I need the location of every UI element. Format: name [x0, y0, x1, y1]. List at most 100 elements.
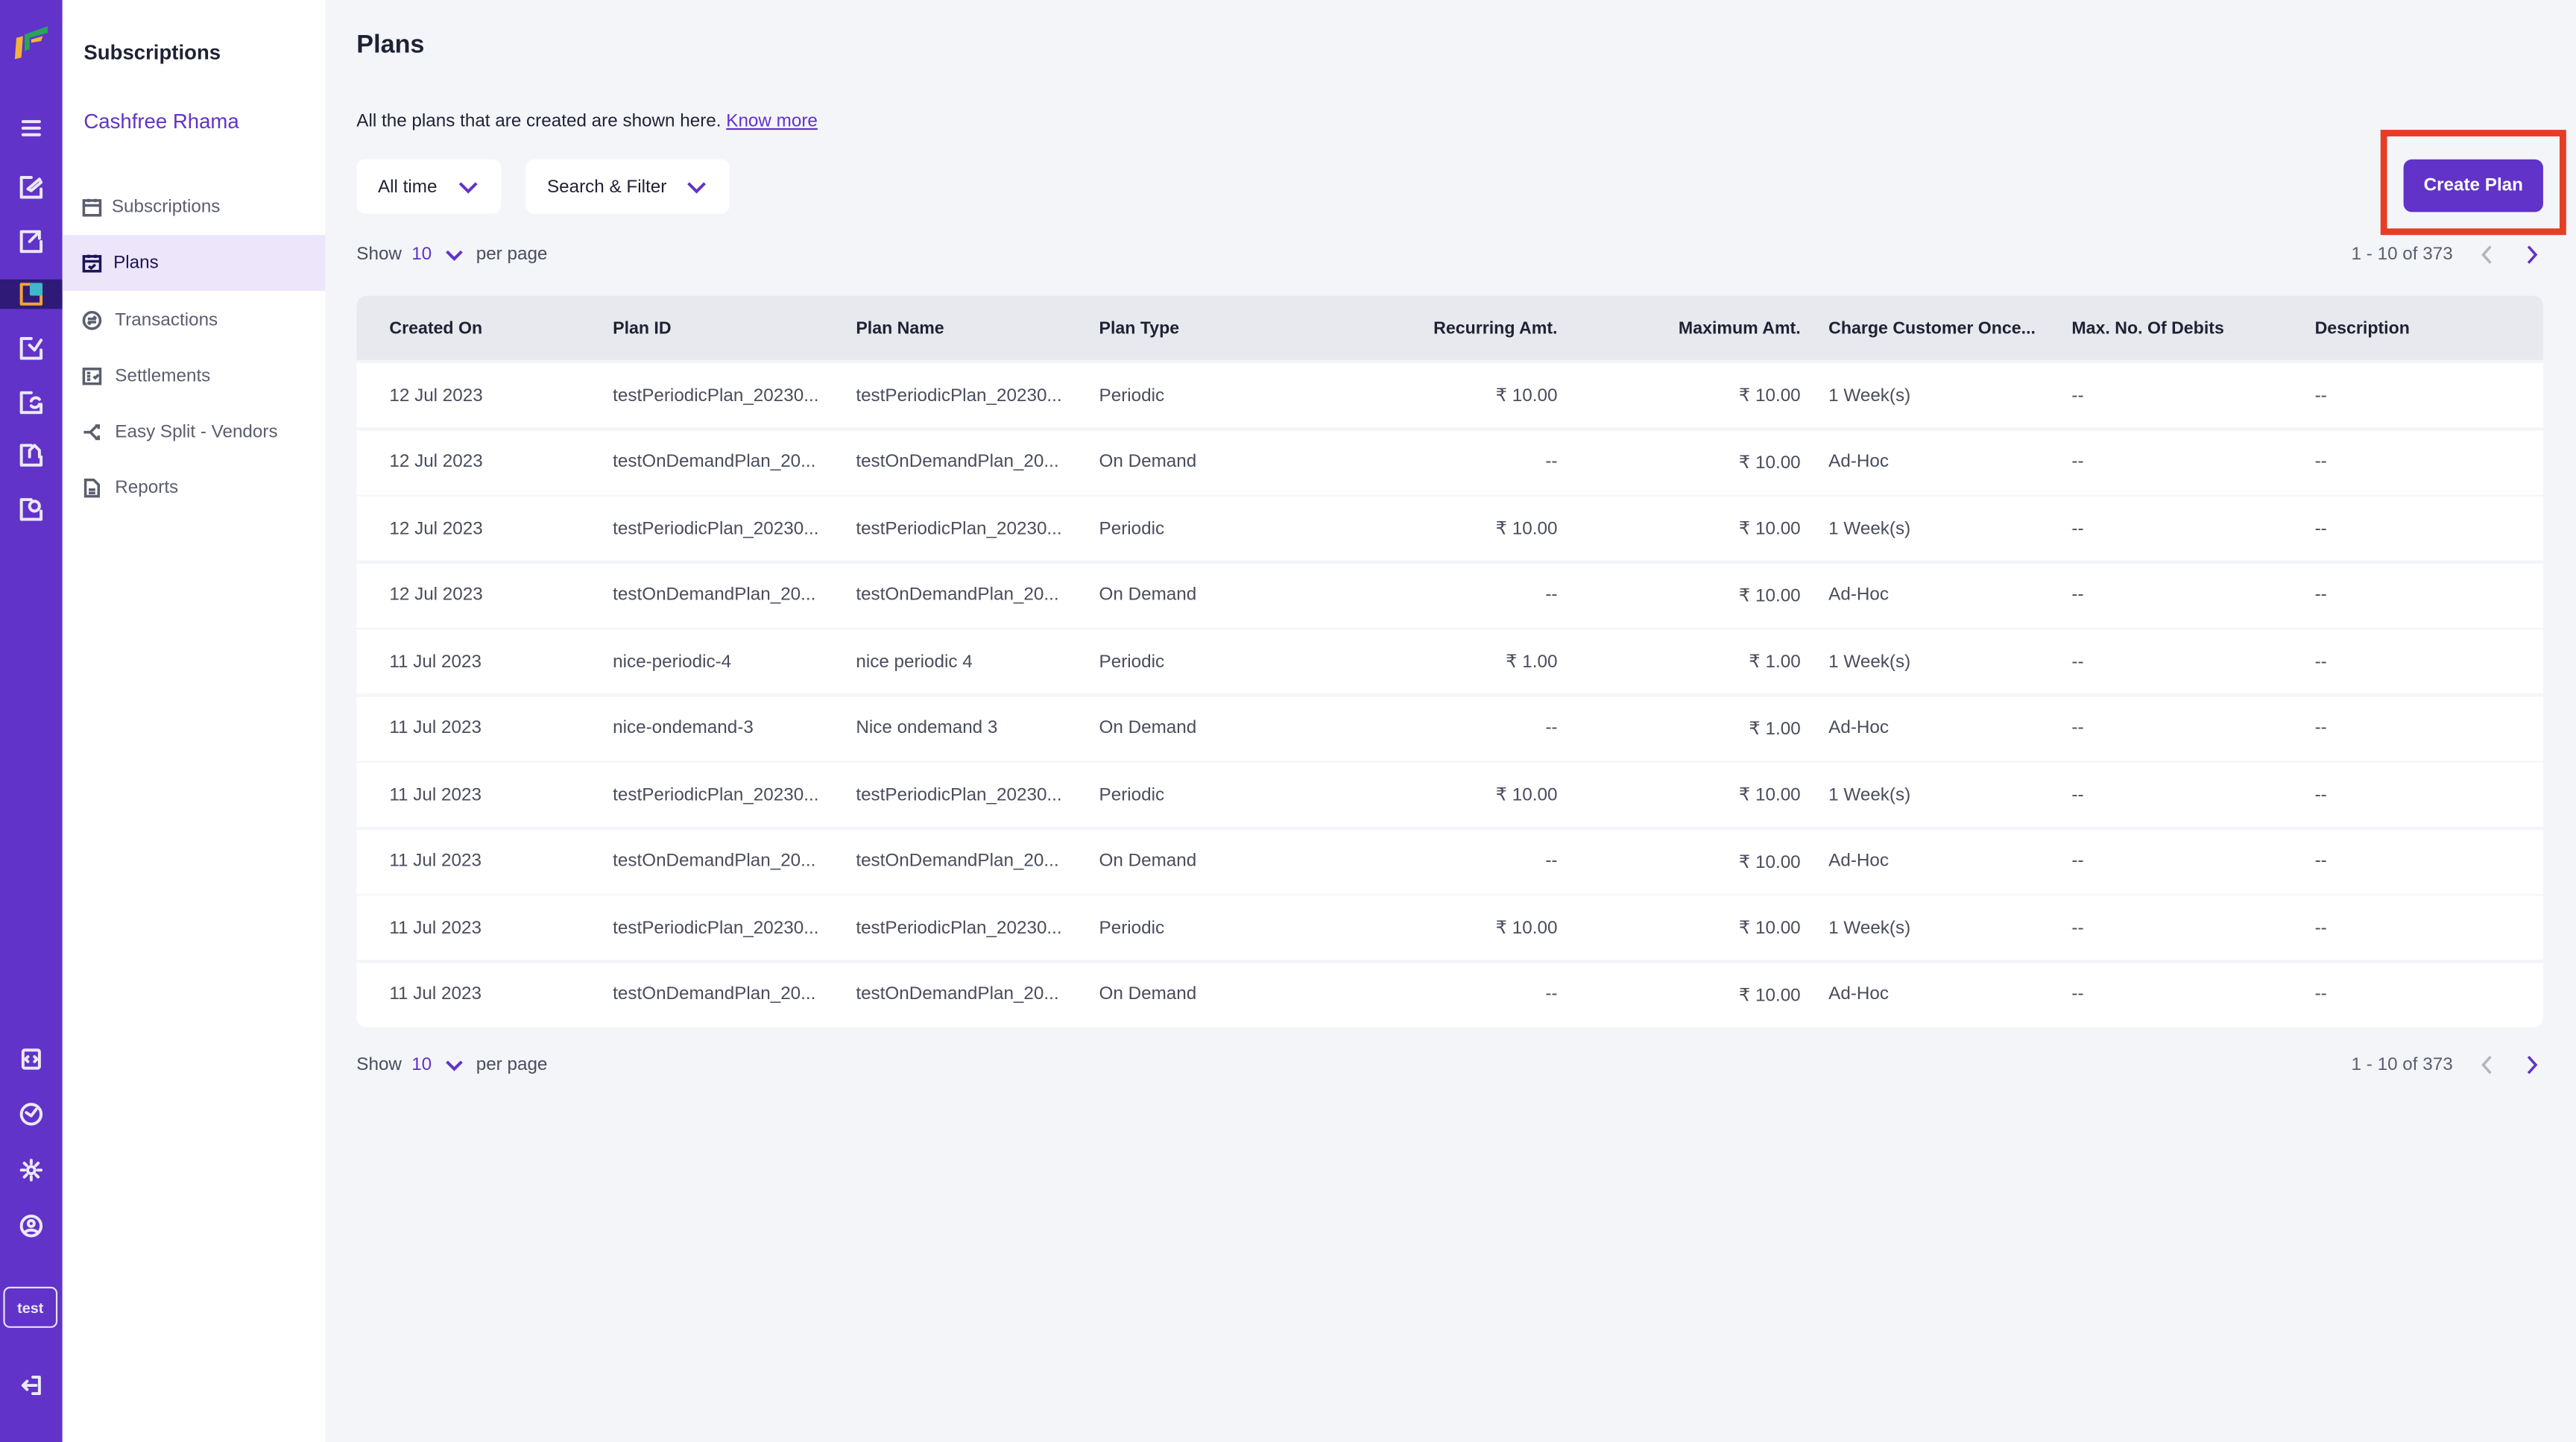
per-page-value[interactable]: 10	[411, 1055, 432, 1075]
sidebar-item-subscriptions[interactable]: Subscriptions	[63, 179, 326, 235]
cell-plan-type: On Demand	[1099, 585, 1197, 605]
search-filter-dropdown[interactable]: Search & Filter	[525, 159, 730, 214]
sidebar-item-label: Transactions	[115, 310, 218, 331]
payouts-icon[interactable]	[15, 225, 48, 258]
table-row[interactable]: 12 Jul 2023 testOnDemandPlan_20... testOnD…	[356, 562, 2543, 627]
next-page-button[interactable]	[2525, 245, 2542, 268]
search-filter-label: Search & Filter	[546, 176, 667, 197]
cell-recurring-amount: ₹ 10.00	[1495, 519, 1558, 539]
table-row[interactable]: 12 Jul 2023 testPeriodicPlan_20230... test…	[356, 496, 2543, 561]
chevron-down-icon[interactable]	[445, 1060, 463, 1071]
time-range-dropdown[interactable]: All time	[356, 159, 502, 214]
column-header-maximum-amount[interactable]: Maximum Amt.	[1678, 318, 1801, 338]
cell-maximum-amount: ₹ 10.00	[1738, 453, 1801, 473]
cell-max-debits: --	[2071, 917, 2084, 938]
cell-plan-id: testPeriodicPlan_20230...	[613, 518, 819, 538]
create-plan-button[interactable]: Create Plan	[2403, 159, 2543, 212]
next-page-button[interactable]	[2525, 1055, 2542, 1078]
downloads-icon[interactable]	[15, 1098, 48, 1130]
sidebar-item-easy-split-vendors[interactable]: Easy Split - Vendors	[63, 404, 326, 460]
refunds-icon[interactable]	[15, 386, 48, 419]
sidebar-item-label: Plans	[113, 253, 159, 273]
per-page-value[interactable]: 10	[411, 245, 432, 265]
support-icon[interactable]	[15, 493, 48, 526]
table-row[interactable]: 11 Jul 2023 testPeriodicPlan_20230... test…	[356, 762, 2543, 827]
column-header-recurring-amount[interactable]: Recurring Amt.	[1433, 318, 1558, 338]
prev-page-button[interactable]	[2481, 1055, 2497, 1078]
page-description: All the plans that are created are shown…	[356, 112, 818, 131]
table-row[interactable]: 12 Jul 2023 testPeriodicPlan_20230... test…	[356, 363, 2543, 428]
merchant-name[interactable]: Cashfree Rhama	[83, 110, 239, 133]
cell-recurring-amount: ₹ 10.00	[1495, 919, 1558, 939]
column-header-max-debits[interactable]: Max. No. Of Debits	[2071, 318, 2224, 338]
cell-created-on: 11 Jul 2023	[389, 917, 482, 938]
cell-plan-type: Periodic	[1099, 917, 1165, 938]
table-row[interactable]: 11 Jul 2023 nice-ondemand-3 Nice ondemand …	[356, 696, 2543, 761]
per-page-selector-bottom: Show 10 per page	[356, 1055, 547, 1074]
cell-plan-id: testOnDemandPlan_20...	[613, 851, 816, 872]
settings-icon[interactable]	[15, 1153, 48, 1186]
cell-plan-name: testOnDemandPlan_20...	[856, 851, 1059, 872]
table-row[interactable]: 11 Jul 2023 testOnDemandPlan_20... testOnD…	[356, 828, 2543, 893]
column-header-plan-type[interactable]: Plan Type	[1099, 318, 1180, 338]
cell-created-on: 11 Jul 2023	[389, 851, 482, 872]
cell-plan-name: testOnDemandPlan_20...	[856, 585, 1059, 605]
table-row[interactable]: 12 Jul 2023 testOnDemandPlan_20... testOnD…	[356, 429, 2543, 494]
verification-icon[interactable]	[15, 332, 48, 365]
table-row[interactable]: 11 Jul 2023 nice-periodic-4 nice periodic …	[356, 629, 2543, 694]
sidebar-item-label: Settlements	[115, 366, 211, 386]
payment-links-icon[interactable]	[15, 171, 48, 204]
cell-plan-id: testOnDemandPlan_20...	[613, 984, 816, 1004]
cell-max-debits: --	[2071, 651, 2084, 672]
profile-icon[interactable]	[15, 1209, 48, 1242]
cell-max-debits: --	[2071, 452, 2084, 472]
sidebar-item-plans[interactable]: Plans	[62, 235, 326, 292]
cell-description: --	[2314, 518, 2327, 538]
cell-plan-id: testPeriodicPlan_20230...	[613, 385, 819, 406]
cell-recurring-amount: --	[1545, 984, 1558, 1004]
column-header-charge-frequency[interactable]: Charge Customer Once...	[1828, 318, 2036, 338]
chevron-down-icon[interactable]	[445, 249, 463, 260]
sidebar-item-transactions[interactable]: Transactions	[63, 292, 326, 348]
sidebar: Subscriptions Cashfree Rhama Subscriptio…	[62, 0, 326, 1442]
environment-badge[interactable]: test	[3, 1286, 58, 1328]
cell-description: --	[2314, 984, 2327, 1004]
cell-plan-type: On Demand	[1099, 452, 1197, 472]
cell-maximum-amount: ₹ 1.00	[1749, 719, 1801, 739]
cell-created-on: 11 Jul 2023	[389, 651, 482, 672]
column-header-plan-name[interactable]: Plan Name	[856, 318, 944, 338]
developers-icon[interactable]	[15, 1042, 48, 1074]
cell-charge-frequency: Ad-Hoc	[1828, 585, 1890, 605]
column-header-plan-id[interactable]: Plan ID	[613, 318, 672, 338]
cell-charge-frequency: Ad-Hoc	[1828, 452, 1890, 472]
calendar-icon	[82, 198, 102, 217]
column-header-created-on[interactable]: Created On	[389, 318, 483, 338]
cell-plan-type: Periodic	[1099, 385, 1165, 406]
know-more-link[interactable]: Know more	[726, 111, 818, 132]
cell-plan-name: testOnDemandPlan_20...	[856, 452, 1059, 472]
cell-created-on: 11 Jul 2023	[389, 984, 482, 1004]
sidebar-item-settlements[interactable]: Settlements	[63, 348, 326, 404]
cell-plan-id: nice-ondemand-3	[613, 718, 754, 738]
cell-plan-id: testOnDemandPlan_20...	[613, 585, 816, 605]
cell-recurring-amount: --	[1545, 585, 1558, 605]
cell-description: --	[2314, 385, 2327, 406]
home-icon[interactable]	[15, 438, 48, 471]
cell-max-debits: --	[2071, 585, 2084, 605]
cell-maximum-amount: ₹ 10.00	[1738, 851, 1801, 872]
sidebar-item-label: Reports	[115, 478, 179, 498]
menu-icon[interactable]	[15, 112, 48, 145]
prev-page-button[interactable]	[2481, 245, 2497, 268]
cell-recurring-amount: ₹ 10.00	[1495, 385, 1558, 406]
chevron-right-icon	[2527, 1056, 2538, 1074]
sidebar-item-reports[interactable]: Reports	[63, 460, 326, 516]
table-row[interactable]: 11 Jul 2023 testPeriodicPlan_20230... test…	[356, 895, 2543, 960]
table-row[interactable]: 11 Jul 2023 testOnDemandPlan_20... testOnD…	[356, 962, 2543, 1027]
cell-description: --	[2314, 851, 2327, 872]
column-header-description[interactable]: Description	[2314, 318, 2410, 338]
logout-icon[interactable]	[15, 1369, 48, 1402]
cell-maximum-amount: ₹ 10.00	[1738, 919, 1801, 939]
cell-description: --	[2314, 585, 2327, 605]
logo-icon[interactable]	[13, 25, 49, 60]
subscriptions-icon[interactable]	[15, 277, 48, 310]
